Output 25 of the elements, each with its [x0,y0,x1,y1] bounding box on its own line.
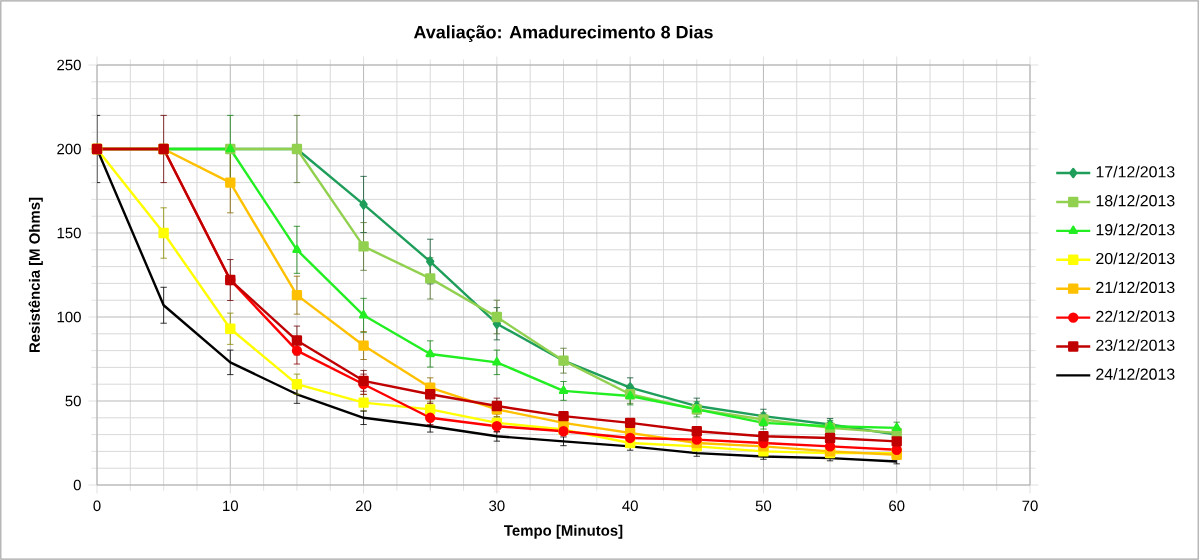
x-axis-title: Tempo [Minutos] [504,524,623,539]
x-tick-label: 20 [356,500,372,512]
y-axis-title: Resistência [M Ohms] [28,197,43,353]
legend-label: 24/12/2013 [1096,368,1175,380]
chart-title: Avaliação: Amadurecimento 8 Dias [413,25,713,42]
y-tick-label: 50 [65,395,81,407]
x-tick-label: 50 [755,500,772,512]
legend-label: 21/12/2013 [1096,281,1175,294]
legend-label: 17/12/2013 [1096,165,1175,178]
x-tick-label: 40 [622,500,638,512]
y-tick-label: 200 [57,143,81,155]
y-tick-label: 250 [57,59,81,71]
y-tick-label: 150 [57,227,81,239]
x-tick-label: 0 [93,500,101,512]
y-tick-label: 100 [57,311,81,323]
legend-label: 20/12/2013 [1096,252,1175,265]
legend-label: 18/12/2013 [1096,194,1175,207]
x-tick-label: 10 [223,500,238,512]
x-tick-label: 70 [1022,500,1038,512]
y-tick-label: 0 [73,479,81,491]
legend-label: 23/12/2013 [1096,339,1175,351]
x-tick-label: 30 [489,500,505,512]
legend-label: 19/12/2013 [1096,223,1175,236]
x-tick-label: 60 [889,500,905,512]
legend-label: 22/12/2013 [1096,310,1175,323]
